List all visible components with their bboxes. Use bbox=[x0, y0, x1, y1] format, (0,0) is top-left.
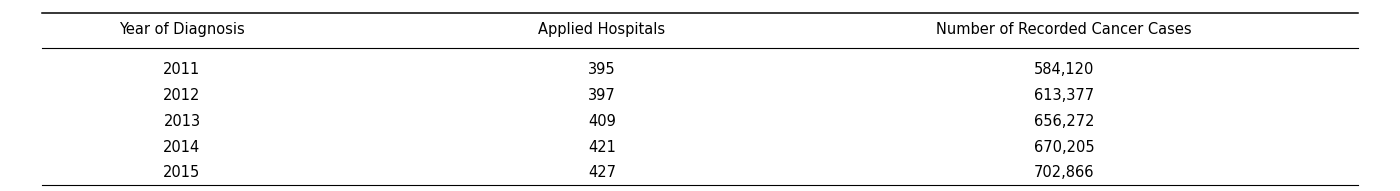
Text: 656,272: 656,272 bbox=[1033, 114, 1095, 129]
Text: 584,120: 584,120 bbox=[1033, 62, 1095, 77]
Text: 421: 421 bbox=[588, 140, 616, 155]
Text: 670,205: 670,205 bbox=[1033, 140, 1095, 155]
Text: 427: 427 bbox=[588, 165, 616, 180]
Text: 2012: 2012 bbox=[164, 88, 200, 103]
Text: 2011: 2011 bbox=[164, 62, 200, 77]
Text: 395: 395 bbox=[588, 62, 616, 77]
Text: 2015: 2015 bbox=[164, 165, 200, 180]
Text: 2014: 2014 bbox=[164, 140, 200, 155]
Text: 397: 397 bbox=[588, 88, 616, 103]
Text: 2013: 2013 bbox=[164, 114, 200, 129]
Text: Number of Recorded Cancer Cases: Number of Recorded Cancer Cases bbox=[937, 22, 1191, 37]
Text: 702,866: 702,866 bbox=[1033, 165, 1095, 180]
Text: 613,377: 613,377 bbox=[1035, 88, 1093, 103]
Text: Applied Hospitals: Applied Hospitals bbox=[539, 22, 665, 37]
Text: 409: 409 bbox=[588, 114, 616, 129]
Text: Year of Diagnosis: Year of Diagnosis bbox=[119, 22, 245, 37]
